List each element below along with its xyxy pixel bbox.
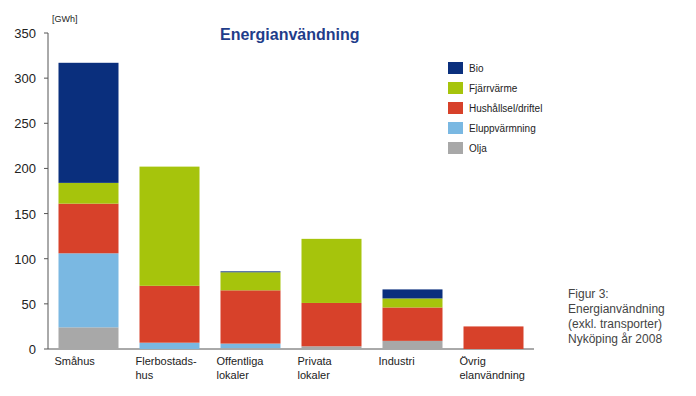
legend-label: Hushållsel/driftel <box>469 103 542 114</box>
x-tick-label-line: Småhus <box>55 355 96 367</box>
y-tick <box>44 213 48 214</box>
y-tick <box>44 258 48 259</box>
x-tick-label: Småhus <box>55 355 96 367</box>
x-tick-label-line: Industri <box>379 355 415 367</box>
y-tick-label: 50 <box>22 297 36 312</box>
bar-segment <box>302 238 362 239</box>
bar-segment <box>59 204 119 254</box>
x-tick-label-line: hus <box>136 369 154 381</box>
legend-swatch <box>448 122 463 134</box>
x-tick-label: Övrig elanvändning <box>460 355 525 381</box>
x-axis <box>48 349 534 350</box>
bars <box>59 63 524 349</box>
y-tick <box>44 123 48 124</box>
y-tick-label: 300 <box>14 71 36 86</box>
y-label: [GWh] <box>52 14 78 24</box>
x-tick-label-line: lokaler <box>298 369 331 381</box>
legend-label: Bio <box>469 63 484 74</box>
x-tick-label-line: Offentliga <box>217 355 265 367</box>
y-tick <box>44 33 48 34</box>
legend-swatch <box>448 62 463 74</box>
bar-segment <box>383 307 443 340</box>
legend-swatch <box>448 82 463 94</box>
x-tick-label: Privata lokaler <box>298 355 333 381</box>
x-tick-label: Offentliga lokaler <box>217 355 265 381</box>
bar-segment <box>140 167 200 286</box>
y-tick <box>44 78 48 79</box>
legend-label: Eluppvärmning <box>469 123 536 134</box>
bar-segment <box>464 326 524 349</box>
bar-segment <box>221 290 281 343</box>
y-tick <box>44 349 48 350</box>
x-tick-label: Flerbostads-hus <box>136 355 197 381</box>
x-tick-label-line: Övrig <box>460 355 486 367</box>
y-tick-label: 150 <box>14 207 36 222</box>
legend-label: Fjärrvärme <box>469 83 518 94</box>
y-tick <box>44 168 48 169</box>
bar-segment <box>140 166 200 167</box>
bar-segment <box>383 298 443 307</box>
y-tick <box>44 303 48 304</box>
bar-segment <box>59 327 119 349</box>
legend-swatch <box>448 102 463 114</box>
y-tick-label: 0 <box>29 342 36 357</box>
bar-segment <box>221 271 281 273</box>
title: Energianvändning <box>220 26 360 43</box>
bar-segment <box>302 239 362 303</box>
x-tick-label-line: Privata <box>298 355 333 367</box>
y-tick-label: 250 <box>14 116 36 131</box>
bar-segment <box>302 346 362 349</box>
bar-segment <box>140 286 200 343</box>
x-tick-label-line: lokaler <box>217 369 250 381</box>
bar-segment <box>383 289 443 298</box>
y-tick-label: 100 <box>14 252 36 267</box>
bar-segment <box>464 326 524 327</box>
bar-segment <box>140 343 200 349</box>
y-tick-label: 200 <box>14 161 36 176</box>
bar-segment <box>59 63 119 183</box>
bar-segment <box>383 341 443 349</box>
caption: (exkl. transporter) <box>568 317 662 331</box>
caption: Figur 3: <box>568 287 609 301</box>
bar-segment <box>302 303 362 346</box>
y-tick-label: 350 <box>14 26 36 41</box>
bar-segment <box>59 253 119 327</box>
legend: Bio Fjärrvärme Hushållsel/driftel Eluppvärm… <box>448 62 542 154</box>
bar-segment <box>221 272 281 290</box>
x-tick-label: Industri <box>379 355 415 367</box>
bar-segment <box>59 183 119 204</box>
legend-swatch <box>448 142 463 154</box>
caption: Energianvändning <box>568 302 665 316</box>
bar-segment <box>464 326 524 327</box>
legend-label: Olja <box>469 143 487 154</box>
bar-segment <box>221 344 281 349</box>
chart: Energianvändning [GWh] 0 50 100 150 200 250 300 3… <box>0 0 696 396</box>
caption: Nyköping år 2008 <box>568 332 662 346</box>
x-tick-label-line: elanvändning <box>460 369 525 381</box>
y-axis <box>48 33 49 349</box>
x-tick-label-line: Flerbostads- <box>136 355 197 367</box>
